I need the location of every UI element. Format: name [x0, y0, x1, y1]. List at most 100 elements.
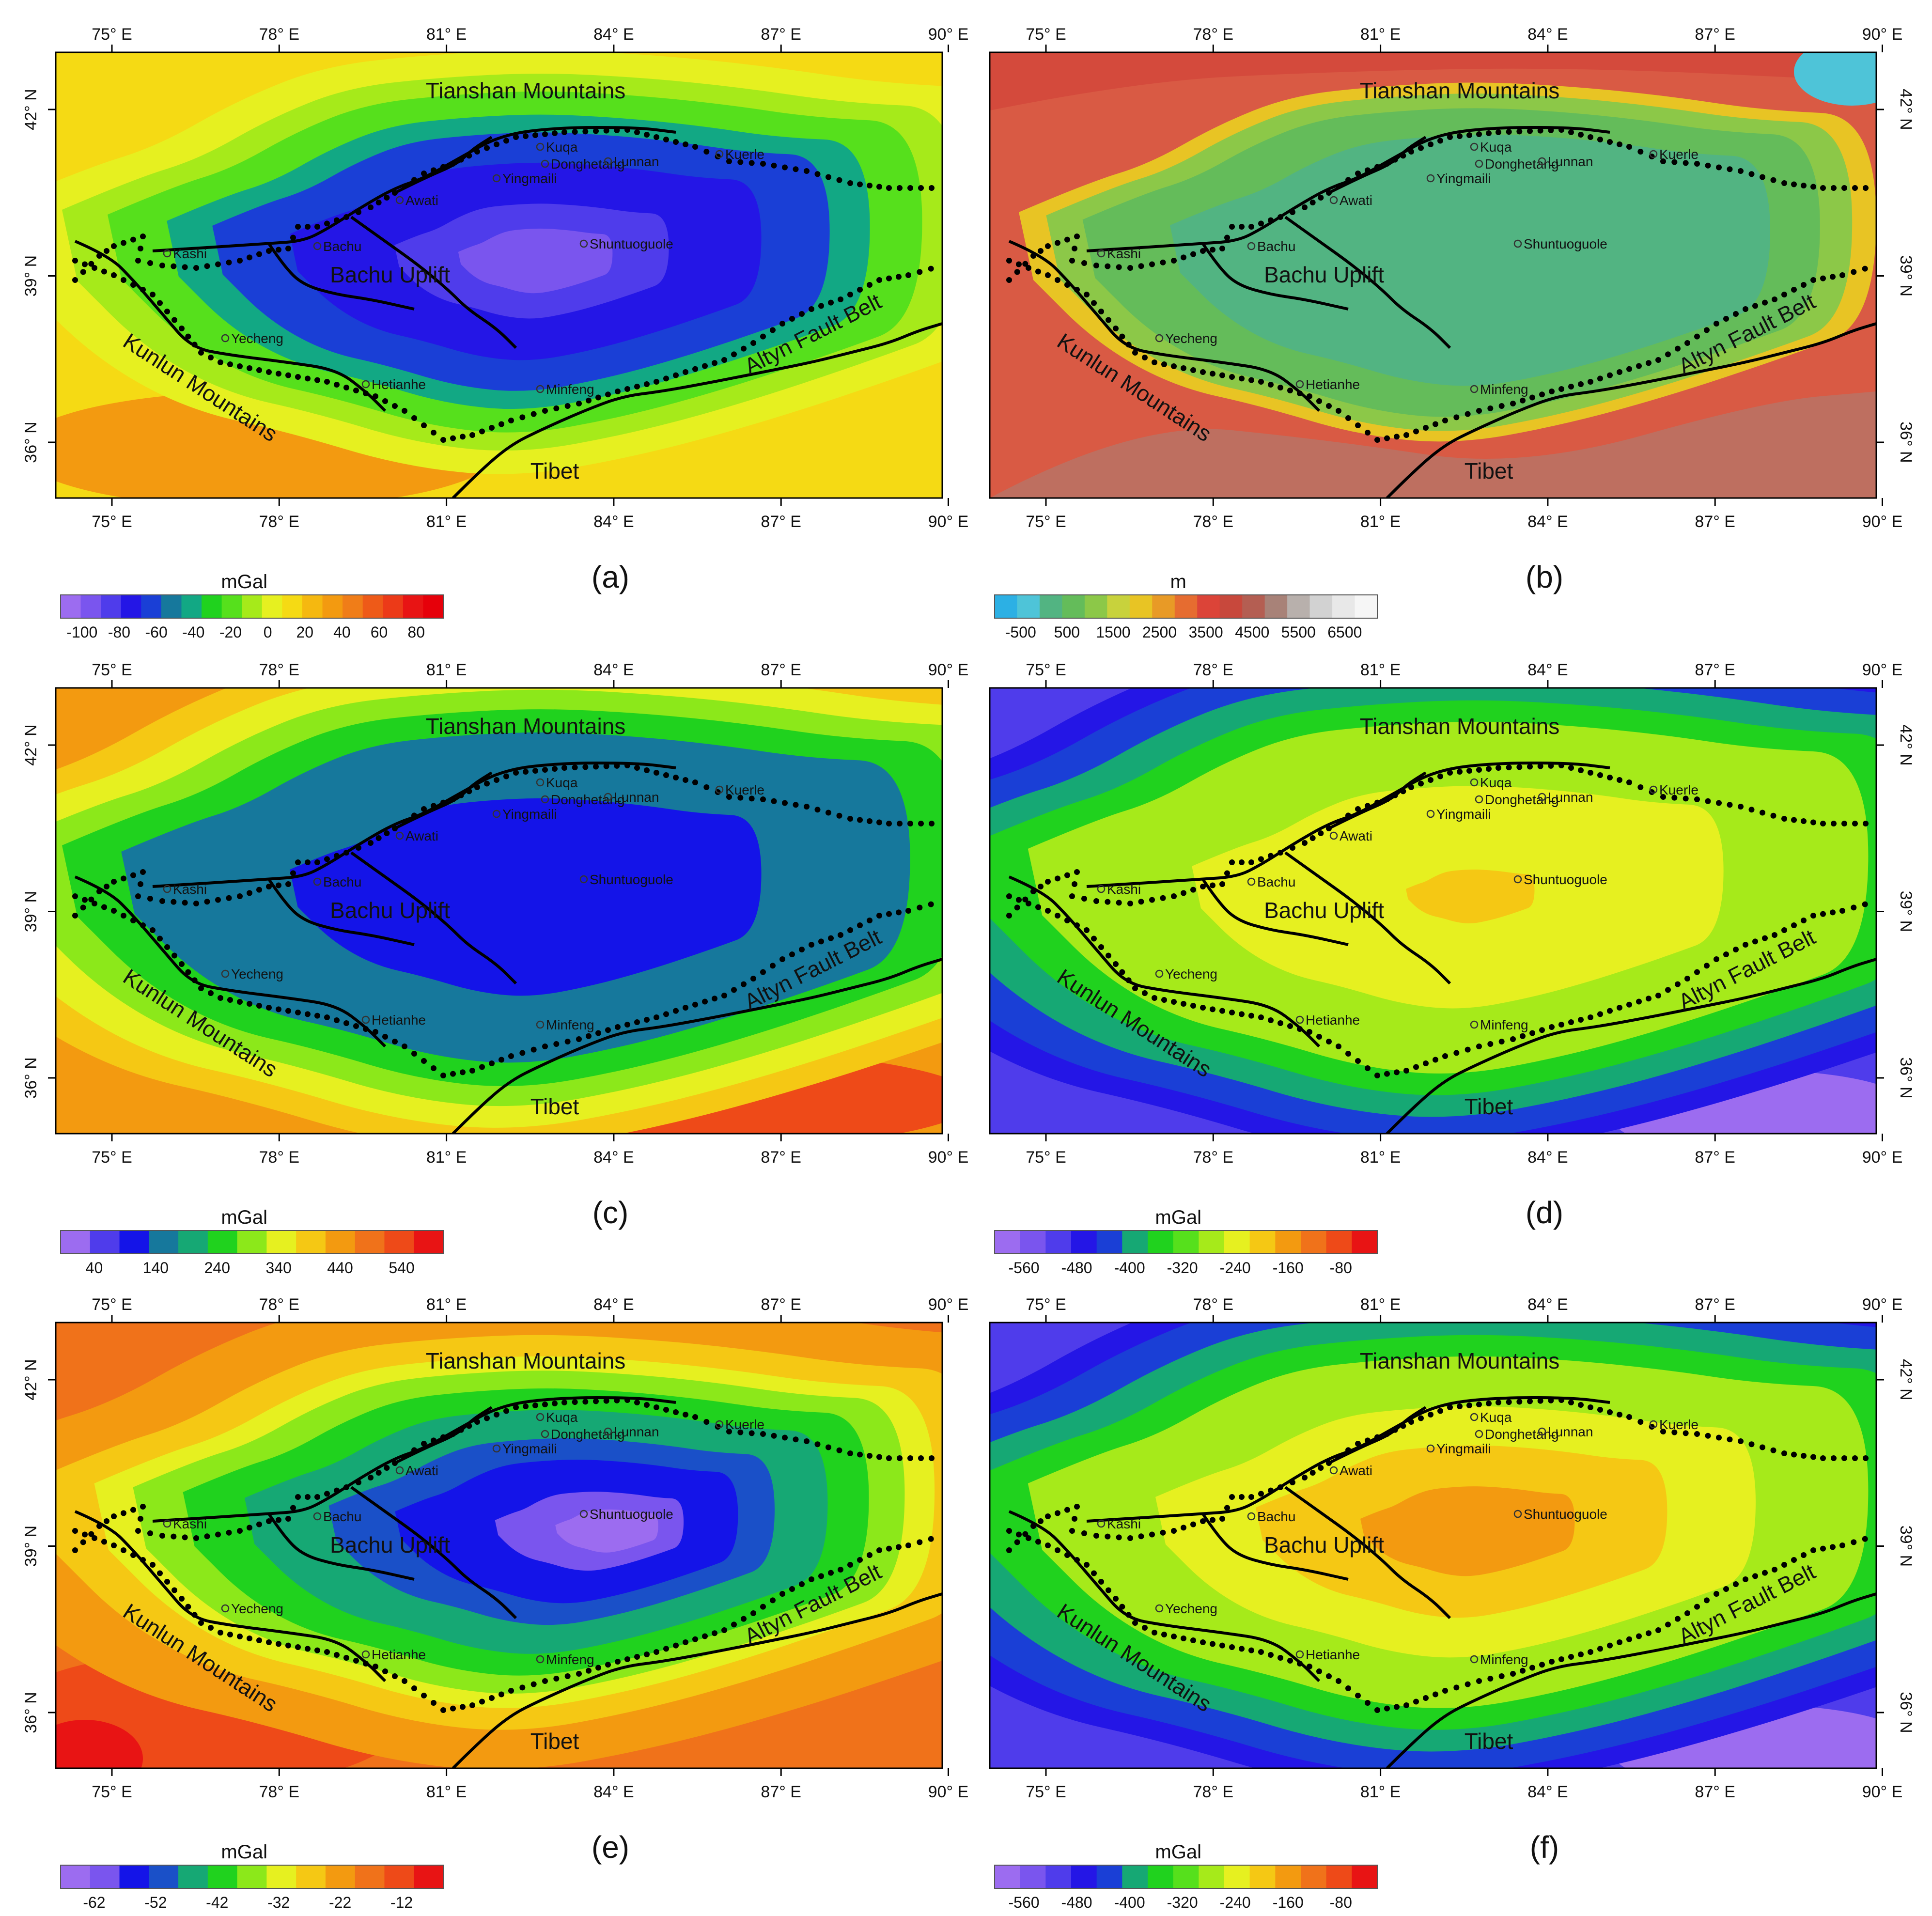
boundary-dot	[876, 1547, 882, 1553]
boundary-dot	[1181, 1525, 1186, 1531]
boundary-dot	[1006, 258, 1012, 264]
boundary-dot	[1224, 234, 1230, 241]
colorbar-tick-label: 2500	[1142, 623, 1177, 641]
colorbar-swatch	[296, 1865, 326, 1888]
city-marker-icon	[1295, 1015, 1304, 1024]
basin-boundary	[1006, 763, 1869, 1078]
boundary-dot	[305, 1011, 311, 1017]
boundary-dot	[1400, 788, 1406, 794]
boundary-dot	[1510, 1036, 1516, 1042]
colorbar-swatch	[237, 1231, 267, 1254]
boundary-dot	[1655, 357, 1661, 363]
boundary-dot	[782, 164, 788, 171]
boundary-dot	[1539, 1662, 1545, 1668]
boundary-dot	[532, 1402, 538, 1408]
boundary-dot	[368, 1475, 374, 1480]
boundary-dot	[324, 1649, 330, 1655]
field-layer	[56, 1323, 942, 1768]
region-label: Bachu Uplift	[330, 898, 450, 923]
boundary-dot	[1863, 185, 1869, 191]
city-marker-icon	[536, 1020, 545, 1029]
boundary-dot	[1862, 1536, 1868, 1542]
boundary-dot	[615, 389, 621, 394]
boundary-dot	[1210, 1641, 1215, 1647]
colorbar-tick-label: -480	[1061, 1894, 1092, 1911]
boundary-dot	[1762, 299, 1768, 306]
boundary-dot	[1684, 976, 1690, 981]
boundary-dot	[804, 804, 810, 810]
boundary-dot	[247, 890, 252, 896]
colorbar-frame	[60, 1230, 444, 1254]
boundary-dot	[741, 1616, 747, 1622]
boundary-dot	[760, 1431, 766, 1437]
boundary-dot	[1081, 260, 1087, 266]
boundary-dot	[1862, 901, 1868, 907]
boundary-dot	[748, 160, 755, 166]
boundary-dot	[474, 1419, 480, 1425]
y-tick-label: 42° N	[1897, 1359, 1915, 1400]
region-label: Bachu Uplift	[1264, 898, 1384, 923]
y-tick-label: 42° N	[22, 1359, 40, 1400]
boundary-dot	[1408, 149, 1414, 155]
boundary-dot	[760, 333, 766, 340]
boundary-dot	[572, 1399, 578, 1405]
city-marker-icon	[313, 1512, 322, 1521]
field-layer	[990, 52, 1876, 498]
boundary-dot	[450, 796, 456, 802]
boundary-dot	[1258, 856, 1264, 862]
colorbar-swatch	[1017, 595, 1040, 618]
boundary-dot	[1152, 995, 1157, 1001]
boundary-dot	[1578, 1017, 1584, 1023]
colorbar-tick-label: -320	[1167, 1259, 1198, 1277]
fault-line	[452, 1592, 942, 1768]
city-label: Kuerle	[725, 782, 764, 797]
boundary-dot	[343, 1020, 349, 1026]
boundary-dot	[673, 1409, 679, 1415]
x-tick-label: 81° E	[1360, 1783, 1401, 1801]
boundary-dot	[382, 398, 388, 404]
city-label: Donghetang	[1485, 792, 1559, 807]
boundary-dot	[489, 1060, 495, 1066]
boundary-dot	[1830, 1544, 1836, 1550]
x-tick-label: 81° E	[426, 513, 467, 531]
boundary-dot	[1830, 274, 1836, 280]
x-tick-label: 87° E	[1695, 661, 1735, 679]
x-tick-label: 87° E	[761, 661, 801, 679]
boundary-dot	[605, 391, 611, 398]
boundary-dot	[1014, 269, 1020, 275]
boundary-dot	[1465, 1046, 1471, 1053]
boundary-dot	[1355, 422, 1361, 428]
fault-line	[350, 216, 517, 349]
colorbar-tick-label: -80	[108, 623, 130, 641]
boundary-dot	[392, 403, 398, 409]
boundary-dot	[530, 1681, 537, 1687]
boundary-dot	[1149, 897, 1155, 903]
city-label: Kuerle	[1659, 782, 1698, 797]
boundary-dot	[1403, 1702, 1409, 1708]
boundary-dot	[605, 1662, 611, 1668]
x-tick-label: 78° E	[1193, 1783, 1234, 1801]
boundary-dot	[624, 1656, 630, 1662]
x-tick-label: 78° E	[259, 1295, 300, 1314]
boundary-dot	[1683, 1430, 1689, 1436]
boundary-dot	[1014, 904, 1020, 911]
boundary-dot	[1791, 922, 1797, 928]
x-tick-label: 78° E	[259, 25, 300, 44]
boundary-dot	[1548, 763, 1554, 769]
city-label: Yingmaili	[1436, 1441, 1491, 1456]
colorbar-tick-label: 1500	[1096, 623, 1130, 641]
colorbar-tick-label: -240	[1220, 1259, 1251, 1277]
boundary-dot	[593, 1398, 599, 1404]
boundary-dot	[624, 127, 630, 133]
colorbar-swatch	[1332, 595, 1356, 618]
colorbar-tick-label: -560	[1008, 1894, 1039, 1911]
boundary-dot	[1224, 1505, 1230, 1511]
boundary-dot	[1326, 1673, 1332, 1679]
city-label: Kuqa	[546, 140, 578, 155]
boundary-dot	[1248, 224, 1254, 230]
boundary-dot	[1723, 316, 1729, 322]
boundary-dot	[1268, 1017, 1274, 1023]
boundary-dot	[450, 161, 456, 167]
boundary-dot	[1428, 777, 1433, 783]
